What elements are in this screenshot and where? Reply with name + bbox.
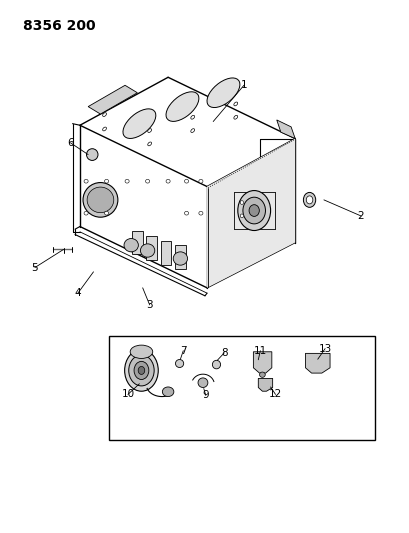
- Ellipse shape: [140, 244, 155, 257]
- Text: 2: 2: [357, 211, 363, 221]
- Polygon shape: [88, 85, 137, 114]
- Ellipse shape: [166, 92, 198, 122]
- Ellipse shape: [123, 109, 155, 139]
- Ellipse shape: [240, 201, 243, 205]
- Ellipse shape: [147, 128, 151, 133]
- FancyBboxPatch shape: [132, 231, 142, 254]
- Ellipse shape: [124, 350, 158, 391]
- Ellipse shape: [259, 372, 265, 377]
- Text: 3: 3: [146, 300, 153, 310]
- Ellipse shape: [134, 361, 148, 379]
- Text: 8356 200: 8356 200: [22, 19, 95, 33]
- Ellipse shape: [207, 78, 239, 108]
- Ellipse shape: [190, 115, 194, 119]
- Polygon shape: [258, 378, 272, 391]
- Ellipse shape: [162, 387, 173, 397]
- Ellipse shape: [233, 115, 237, 119]
- FancyBboxPatch shape: [175, 245, 185, 269]
- Text: 1: 1: [240, 80, 247, 90]
- Polygon shape: [276, 120, 294, 139]
- Ellipse shape: [306, 196, 312, 204]
- Text: 8: 8: [220, 348, 227, 358]
- Ellipse shape: [124, 239, 138, 252]
- Ellipse shape: [147, 142, 151, 146]
- Text: 10: 10: [121, 390, 134, 399]
- Text: 13: 13: [318, 344, 331, 353]
- Ellipse shape: [84, 211, 88, 215]
- Ellipse shape: [184, 211, 188, 215]
- Ellipse shape: [102, 127, 106, 131]
- Polygon shape: [207, 139, 294, 288]
- Ellipse shape: [104, 179, 108, 183]
- FancyBboxPatch shape: [160, 241, 171, 265]
- Ellipse shape: [212, 360, 220, 369]
- Ellipse shape: [303, 192, 315, 207]
- Ellipse shape: [198, 211, 202, 215]
- Ellipse shape: [242, 197, 265, 224]
- Ellipse shape: [198, 179, 202, 183]
- Ellipse shape: [175, 359, 183, 368]
- Ellipse shape: [198, 378, 207, 387]
- Ellipse shape: [130, 345, 152, 358]
- Ellipse shape: [104, 211, 108, 215]
- Ellipse shape: [184, 179, 188, 183]
- Text: 9: 9: [202, 391, 209, 400]
- Text: 5: 5: [31, 263, 38, 272]
- Polygon shape: [80, 77, 294, 187]
- Ellipse shape: [83, 182, 118, 217]
- Text: 4: 4: [74, 288, 81, 298]
- Ellipse shape: [87, 187, 114, 213]
- Ellipse shape: [249, 205, 258, 216]
- Ellipse shape: [240, 214, 243, 217]
- Ellipse shape: [84, 179, 88, 183]
- Ellipse shape: [233, 102, 237, 106]
- Text: 6: 6: [67, 138, 74, 148]
- Ellipse shape: [125, 179, 129, 183]
- FancyBboxPatch shape: [146, 236, 157, 260]
- Ellipse shape: [86, 149, 98, 160]
- Ellipse shape: [145, 179, 149, 183]
- Polygon shape: [253, 352, 271, 373]
- Ellipse shape: [190, 128, 194, 133]
- Polygon shape: [80, 125, 207, 288]
- Polygon shape: [305, 353, 329, 373]
- Ellipse shape: [138, 367, 144, 374]
- Text: 11: 11: [253, 346, 266, 356]
- Ellipse shape: [102, 112, 106, 117]
- Text: 12: 12: [268, 390, 281, 399]
- Bar: [108, 336, 374, 440]
- Text: 7: 7: [180, 346, 186, 356]
- Ellipse shape: [173, 252, 187, 265]
- Ellipse shape: [166, 179, 170, 183]
- Ellipse shape: [237, 191, 270, 231]
- Ellipse shape: [128, 355, 154, 386]
- Polygon shape: [207, 139, 294, 288]
